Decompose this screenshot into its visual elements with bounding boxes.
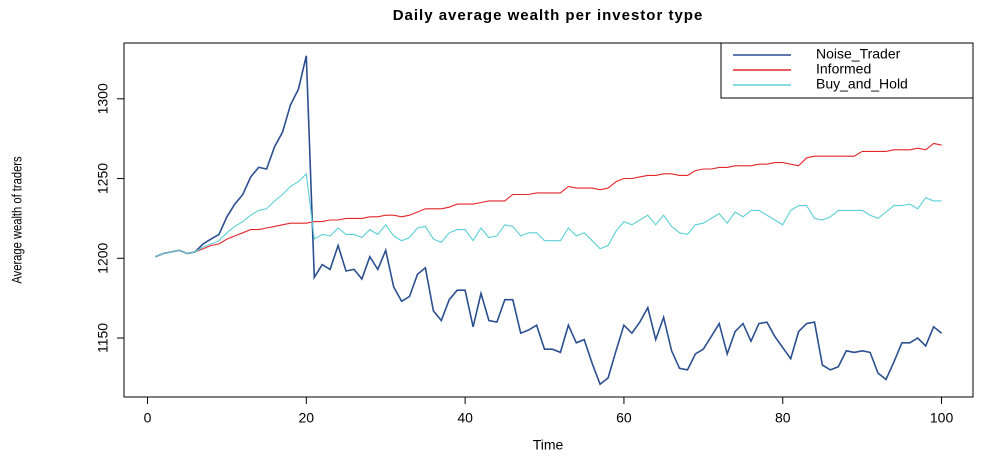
plot-frame — [123, 42, 974, 398]
x-tick-label: 80 — [775, 410, 791, 426]
series-line — [155, 172, 942, 258]
legend-label: Informed — [816, 61, 871, 77]
y-tick-label: 1200 — [95, 242, 111, 273]
legend-label: Noise_Trader — [816, 46, 901, 62]
legend-label: Buy_and_Hold — [816, 76, 908, 92]
series-line — [155, 142, 942, 258]
x-tick-label: 100 — [930, 410, 954, 426]
y-axis-label: Average wealth of traders — [10, 156, 25, 283]
series-line — [155, 55, 943, 386]
x-axis-label: Time — [533, 437, 564, 453]
chart-title: Daily average wealth per investor type — [393, 7, 704, 24]
x-tick-label: 40 — [457, 410, 473, 426]
y-tick-label: 1150 — [95, 323, 111, 353]
x-tick-label: 20 — [299, 410, 315, 426]
y-tick-label: 1300 — [95, 83, 111, 114]
y-tick-label: 1250 — [95, 163, 111, 194]
x-tick-label: 0 — [144, 410, 152, 426]
x-tick-label: 60 — [616, 410, 632, 426]
